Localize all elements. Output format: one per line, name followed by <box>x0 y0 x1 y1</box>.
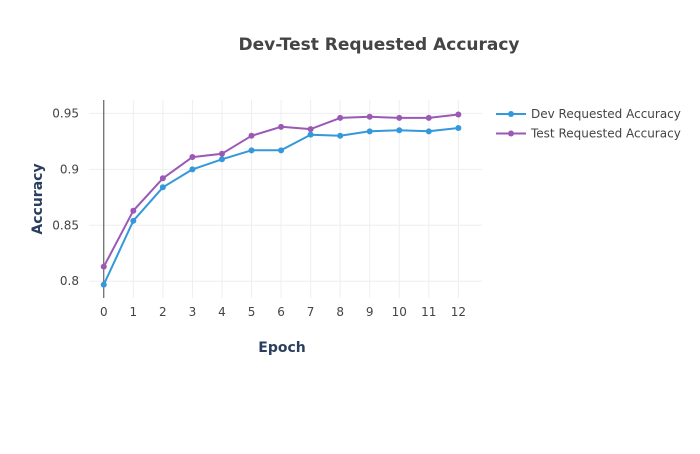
y-tick-label: 0.95 <box>52 106 79 120</box>
series-1 <box>100 124 462 288</box>
data-point <box>159 175 166 182</box>
x-tick-label: 12 <box>451 305 466 319</box>
data-point <box>366 128 373 135</box>
y-axis-title: Accuracy <box>30 163 46 234</box>
data-point <box>307 126 314 133</box>
y-tick-label: 0.9 <box>60 162 79 176</box>
legend-swatch-marker <box>508 111 514 117</box>
data-point <box>337 114 344 121</box>
y-tick-labels: 0.8 0.85 0.9 0.95 <box>52 106 79 288</box>
x-tick-label: 3 <box>189 305 197 319</box>
data-point <box>396 114 403 121</box>
x-tick-label: 6 <box>277 305 285 319</box>
data-point <box>278 147 285 154</box>
data-point <box>218 150 225 157</box>
legend: Dev Requested Accuracy Test Requested Acc… <box>496 107 681 141</box>
x-tick-label: 8 <box>336 305 344 319</box>
grid <box>89 100 482 298</box>
data-point <box>278 123 285 130</box>
data-point <box>100 263 107 270</box>
data-point <box>189 154 196 161</box>
data-point <box>248 132 255 139</box>
data-point <box>396 127 403 134</box>
legend-label: Test Requested Accuracy <box>530 127 681 141</box>
x-tick-label: 4 <box>218 305 226 319</box>
x-tick-label: 0 <box>100 305 108 319</box>
legend-swatch-marker <box>508 130 514 137</box>
x-axis-title: Epoch <box>258 340 305 356</box>
data-point <box>425 128 432 135</box>
data-point <box>455 124 462 131</box>
data-point <box>130 207 137 214</box>
legend-label: Dev Requested Accuracy <box>531 107 681 121</box>
x-tick-label: 5 <box>248 305 256 319</box>
legend-item[interactable]: Test Requested Accuracy <box>496 127 681 141</box>
x-tick-labels: 0 1 2 3 4 5 6 7 8 9 10 11 12 <box>100 305 466 319</box>
series-2 <box>100 111 462 270</box>
data-point <box>248 147 255 154</box>
x-tick-label: 11 <box>421 305 436 319</box>
data-point <box>366 113 373 120</box>
data-point <box>130 217 137 224</box>
data-point <box>337 132 344 139</box>
data-point <box>159 184 166 191</box>
data-point <box>218 156 225 163</box>
data-point <box>189 166 196 173</box>
x-tick-label: 7 <box>307 305 315 319</box>
series-layer <box>100 111 462 288</box>
y-tick-label: 0.8 <box>60 274 79 288</box>
x-tick-label: 2 <box>159 305 167 319</box>
legend-item[interactable]: Dev Requested Accuracy <box>496 107 681 121</box>
y-tick-label: 0.85 <box>52 218 79 232</box>
data-point <box>100 281 107 288</box>
chart-title: Dev-Test Requested Accuracy <box>238 35 519 55</box>
x-tick-label: 9 <box>366 305 374 319</box>
data-point <box>425 114 432 121</box>
x-tick-label: 1 <box>130 305 138 319</box>
data-point <box>307 131 314 138</box>
data-point <box>455 111 462 118</box>
x-tick-label: 10 <box>392 305 407 319</box>
